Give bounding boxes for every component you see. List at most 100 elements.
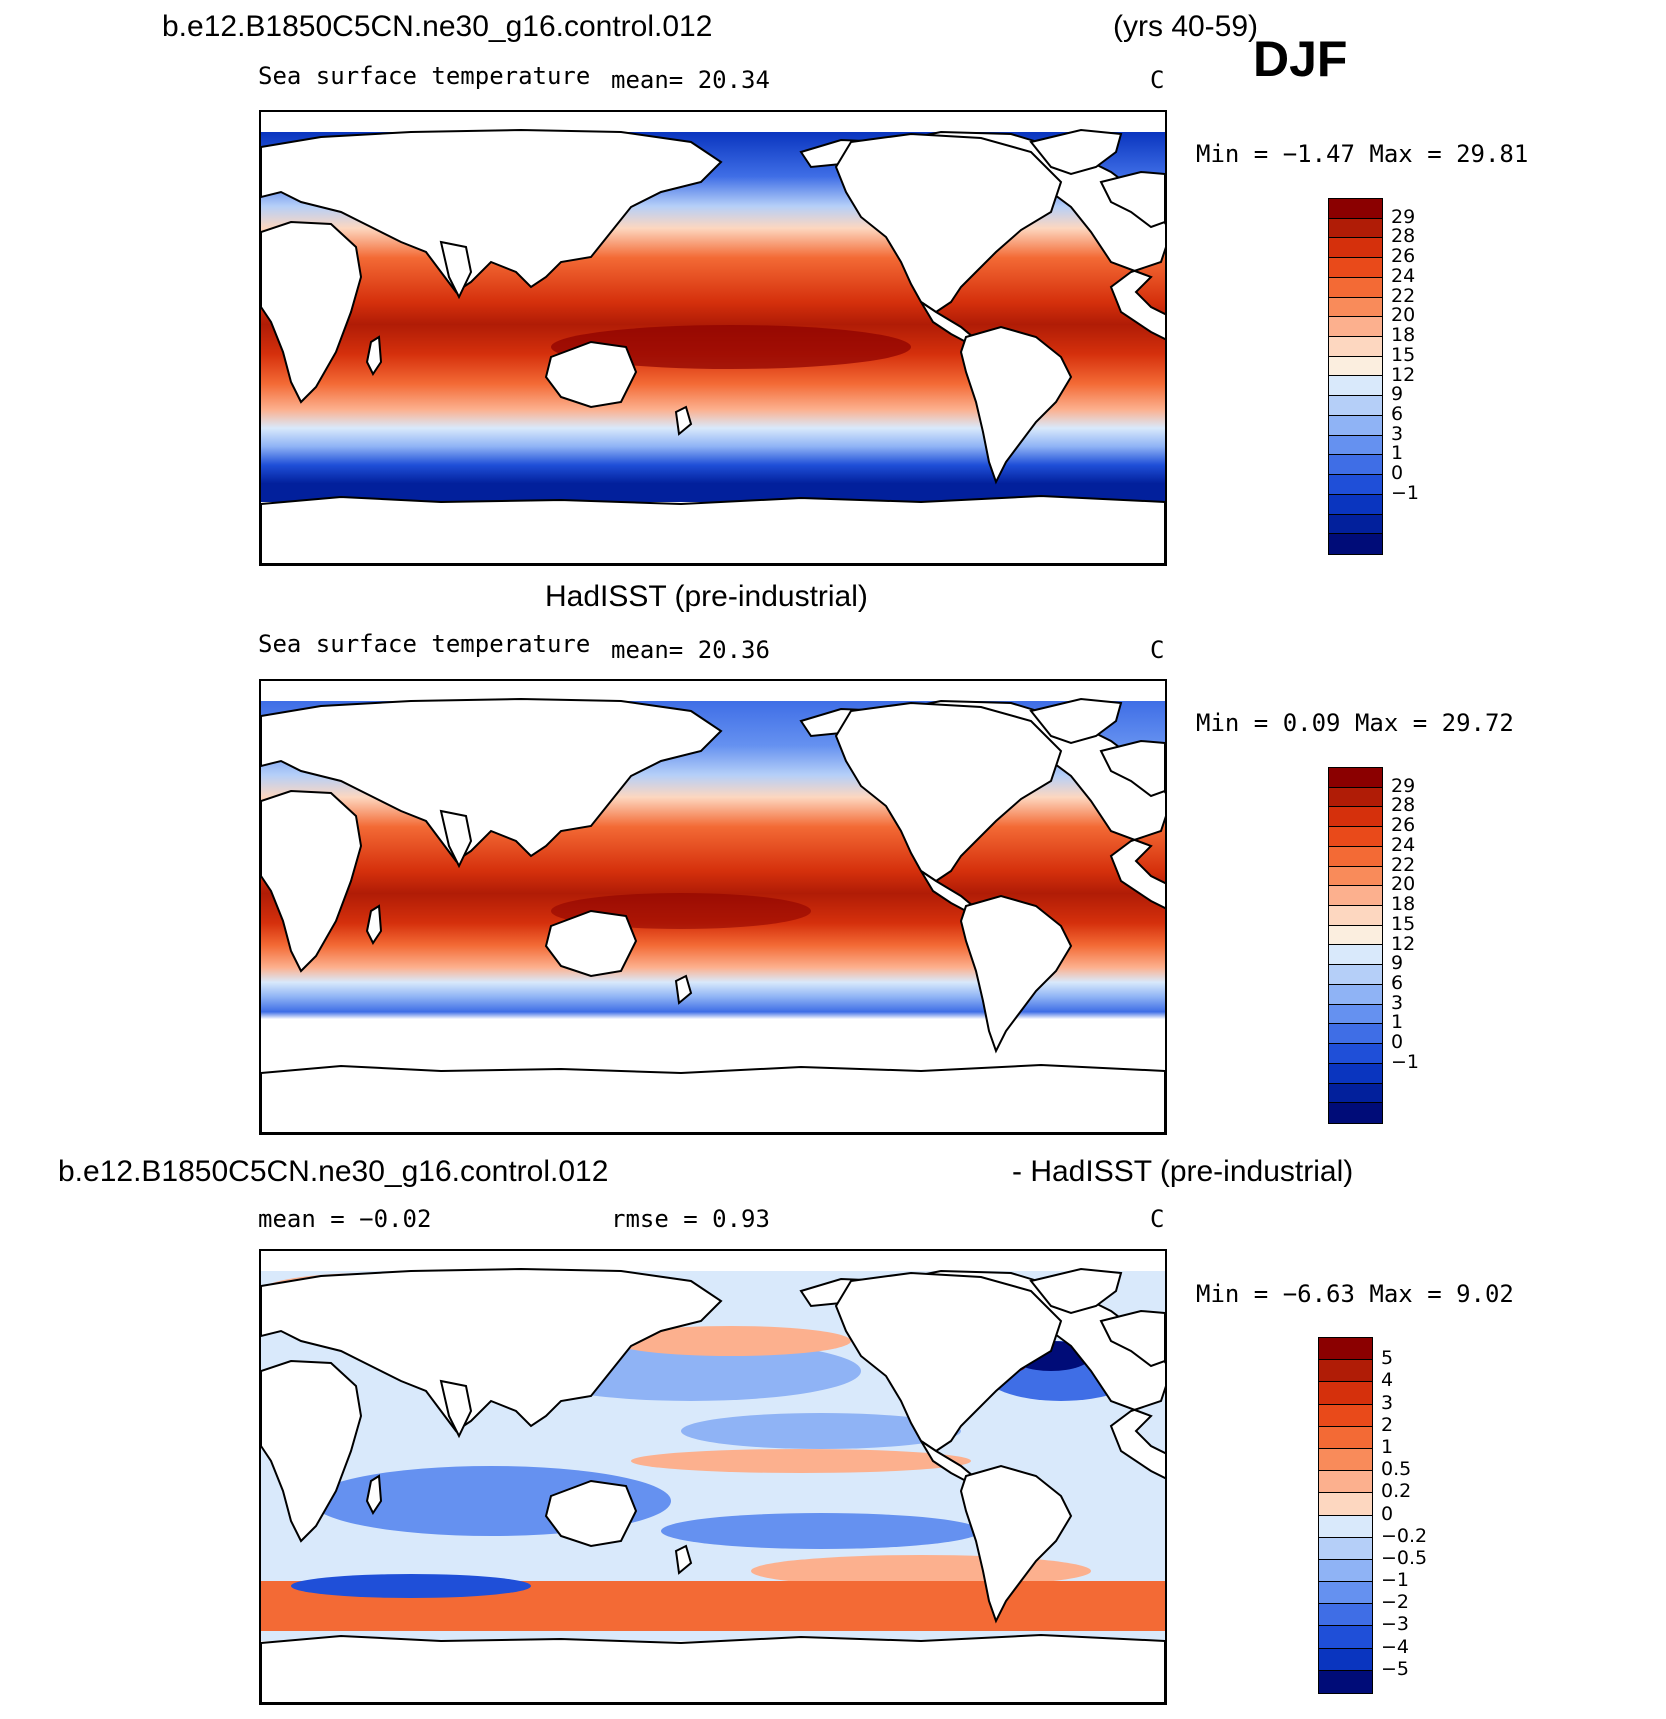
- panel3-rmse: rmse = 0.93: [611, 1205, 770, 1233]
- panel1-warm-pool: [551, 325, 911, 369]
- colorbar-swatch: [1319, 1515, 1372, 1538]
- colorbar-swatch: [1329, 258, 1382, 278]
- colorbar-swatch: [1329, 1083, 1382, 1104]
- colorbar-tick-label: 0.5: [1381, 1458, 1412, 1481]
- panel1-mean: mean= 20.34: [611, 66, 770, 94]
- panel3-colorbar: [1318, 1337, 1373, 1694]
- colorbar-swatch: [1329, 945, 1382, 966]
- panel1-map-svg: [261, 112, 1165, 564]
- colorbar-swatch: [1329, 1044, 1382, 1064]
- colorbar-swatch: [1319, 1426, 1372, 1449]
- colorbar-swatch: [1329, 376, 1382, 397]
- colorbar-swatch: [1329, 1004, 1382, 1025]
- panel3-mean: mean = −0.02: [258, 1205, 432, 1233]
- colorbar-swatch: [1319, 1648, 1372, 1671]
- colorbar-tick-label: 3: [1391, 422, 1404, 445]
- colorbar-tick-label: 20: [1391, 873, 1416, 896]
- colorbar-swatch: [1319, 1448, 1372, 1472]
- colorbar-swatch: [1329, 1103, 1382, 1123]
- panel2-map: [259, 679, 1167, 1135]
- colorbar-tick-label: 6: [1391, 971, 1404, 994]
- colorbar-swatch: [1319, 1338, 1372, 1361]
- colorbar-tick-label: 0.2: [1381, 1480, 1412, 1503]
- colorbar-swatch: [1329, 534, 1382, 554]
- colorbar-swatch: [1329, 356, 1382, 377]
- colorbar-swatch: [1329, 965, 1382, 985]
- season-label: DJF: [1253, 31, 1348, 87]
- colorbar-swatch: [1329, 297, 1382, 318]
- colorbar-swatch: [1329, 238, 1382, 259]
- panel1-map: [259, 110, 1167, 566]
- colorbar-tick-label: 24: [1391, 833, 1416, 856]
- colorbar-tick-label: 18: [1391, 324, 1416, 347]
- colorbar-tick-label: 9: [1391, 952, 1404, 975]
- colorbar-swatch: [1319, 1559, 1372, 1583]
- colorbar-tick-label: −1: [1391, 481, 1420, 504]
- panel2-units: C: [1150, 636, 1165, 664]
- colorbar-tick-label: 3: [1381, 1391, 1394, 1414]
- colorbar-tick-label: 26: [1391, 245, 1416, 268]
- colorbar-swatch: [1329, 768, 1382, 788]
- colorbar-tick-label: 22: [1391, 853, 1416, 876]
- panel2-map-svg: [261, 681, 1165, 1133]
- panel1-minmax: Min = −1.47 Max = 29.81: [1196, 140, 1529, 168]
- colorbar-swatch: [1319, 1360, 1372, 1383]
- colorbar-tick-label: −2: [1381, 1591, 1410, 1614]
- colorbar-tick-label: −5: [1381, 1657, 1410, 1680]
- panel3-anom-10: [291, 1574, 531, 1598]
- panel3-units: C: [1150, 1205, 1165, 1233]
- panel3-anom-5: [631, 1449, 971, 1473]
- colorbar-swatch: [1319, 1670, 1372, 1693]
- panel1-colorbar: [1328, 198, 1383, 555]
- colorbar-swatch: [1329, 866, 1382, 887]
- colorbar-tick-label: 1: [1391, 1011, 1404, 1034]
- colorbar-swatch: [1329, 787, 1382, 808]
- panel3-title-right: - HadISST (pre-industrial): [1012, 1155, 1354, 1188]
- colorbar-swatch: [1319, 1382, 1372, 1405]
- panel3-map: [259, 1249, 1167, 1705]
- colorbar-swatch: [1329, 886, 1382, 907]
- colorbar-tick-label: 0: [1381, 1502, 1394, 1525]
- panel3-anom-4: [681, 1413, 961, 1449]
- colorbar-swatch: [1329, 475, 1382, 495]
- colorbar-swatch: [1329, 218, 1382, 239]
- colorbar-tick-label: 28: [1391, 794, 1416, 817]
- colorbar-swatch: [1329, 317, 1382, 338]
- panel2-colorbar: [1328, 767, 1383, 1124]
- colorbar-swatch: [1329, 514, 1382, 535]
- colorbar-tick-label: 6: [1391, 402, 1404, 425]
- panel1-title-left: b.e12.B1850C5CN.ne30_g16.control.012: [162, 10, 713, 43]
- colorbar-tick-label: 1: [1381, 1435, 1394, 1458]
- colorbar-swatch: [1329, 906, 1382, 926]
- colorbar-swatch: [1319, 1471, 1372, 1494]
- colorbar-swatch: [1329, 925, 1382, 946]
- panel3-title-left: b.e12.B1850C5CN.ne30_g16.control.012: [58, 1155, 609, 1188]
- colorbar-swatch: [1329, 337, 1382, 357]
- colorbar-tick-label: 12: [1391, 932, 1416, 955]
- colorbar-swatch: [1319, 1493, 1372, 1516]
- panel1-title-right: (yrs 40-59): [1113, 10, 1259, 43]
- colorbar-tick-label: −0.5: [1381, 1546, 1428, 1569]
- panel3-anom-3: [611, 1326, 851, 1356]
- colorbar-tick-label: −1: [1391, 1050, 1420, 1073]
- colorbar-tick-label: 28: [1391, 225, 1416, 248]
- panel1-variable: Sea surface temperature: [258, 62, 591, 90]
- colorbar-swatch: [1319, 1537, 1372, 1560]
- panel2-mean: mean= 20.36: [611, 636, 770, 664]
- colorbar-swatch: [1329, 827, 1382, 847]
- colorbar-swatch: [1329, 415, 1382, 436]
- colorbar-tick-label: 15: [1391, 912, 1416, 935]
- colorbar-swatch: [1329, 435, 1382, 456]
- panel2-minmax: Min = 0.09 Max = 29.72: [1196, 709, 1514, 737]
- colorbar-tick-label: 3: [1391, 991, 1404, 1014]
- colorbar-tick-label: 26: [1391, 814, 1416, 837]
- colorbar-tick-label: 20: [1391, 304, 1416, 327]
- colorbar-tick-label: 24: [1391, 264, 1416, 287]
- colorbar-tick-label: −3: [1381, 1613, 1410, 1636]
- colorbar-tick-label: 4: [1381, 1369, 1394, 1392]
- colorbar-tick-label: 18: [1391, 893, 1416, 916]
- colorbar-swatch: [1329, 494, 1382, 515]
- colorbar-tick-label: 15: [1391, 343, 1416, 366]
- panel2-variable: Sea surface temperature: [258, 630, 591, 658]
